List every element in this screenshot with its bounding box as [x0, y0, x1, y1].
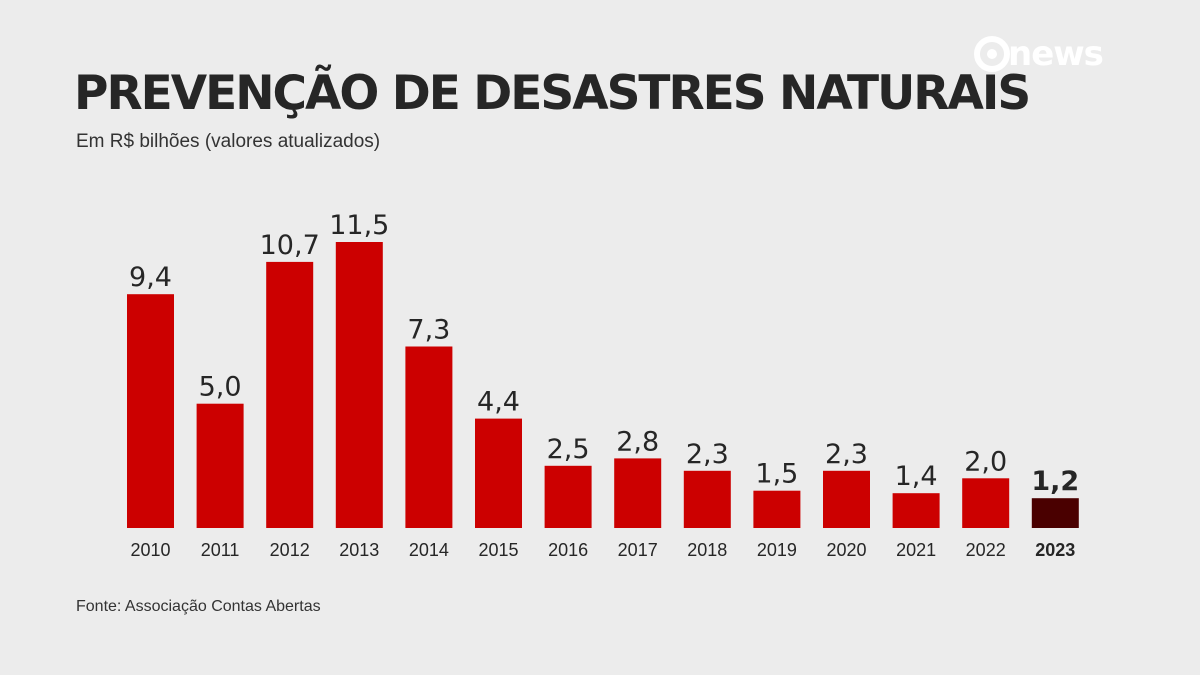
value-label-2011: 5,0	[199, 372, 242, 403]
value-label-2020: 2,3	[825, 439, 868, 470]
x-tick-2022: 2022	[966, 540, 1006, 560]
bar-2014	[405, 346, 453, 528]
value-label-2018: 2,3	[686, 439, 729, 470]
chart-subtitle: Em R$ bilhões (valores atualizados)	[76, 131, 381, 152]
bar-2022	[962, 478, 1010, 528]
x-tick-2020: 2020	[826, 540, 866, 560]
x-tick-2017: 2017	[618, 540, 658, 560]
value-label-2021: 1,4	[895, 461, 938, 492]
value-label-2015: 4,4	[477, 387, 520, 418]
x-tick-2015: 2015	[478, 540, 518, 560]
x-tick-2019: 2019	[757, 540, 797, 560]
logo-text: news	[1008, 34, 1104, 74]
x-tick-2013: 2013	[339, 540, 379, 560]
bar-2023	[1031, 498, 1079, 528]
bar-2011	[196, 403, 244, 528]
bar-2021	[892, 493, 940, 528]
value-label-2012: 10,7	[260, 230, 320, 261]
x-tick-2021: 2021	[896, 540, 936, 560]
bar-2020	[823, 470, 870, 528]
chart-title: PREVENÇÃO DE DESASTRES NATURAIS	[74, 66, 1031, 121]
value-label-2017: 2,8	[616, 426, 659, 457]
globonews-logo: news	[974, 34, 1124, 74]
value-label-2013: 11,5	[329, 210, 389, 241]
bar-2010	[127, 294, 174, 528]
bar-2017	[614, 458, 662, 528]
value-label-2019: 1,5	[755, 459, 798, 490]
value-label-2023: 1,2	[1031, 466, 1079, 497]
x-tick-2011: 2011	[201, 540, 240, 560]
x-tick-2012: 2012	[270, 540, 310, 560]
bar-2013	[335, 242, 383, 528]
bar-2019	[753, 490, 801, 528]
x-tick-2010: 2010	[130, 540, 170, 560]
x-tick-2023: 2023	[1035, 540, 1075, 560]
bar-chart: 9,4 2010 5,0 2011 10,7 2012 11,5 2013 7,3 2014 4,4…	[127, 210, 1079, 560]
value-label-2014: 7,3	[407, 315, 450, 346]
bar-2016	[544, 465, 592, 528]
x-tick-2018: 2018	[687, 540, 727, 560]
bar-2018	[683, 470, 731, 528]
globo-circle-icon	[974, 36, 1010, 72]
x-tick-2016: 2016	[548, 540, 588, 560]
bar-2012	[266, 261, 314, 528]
value-label-2016: 2,5	[547, 434, 590, 465]
chart-source: Fonte: Associação Contas Abertas	[76, 598, 321, 615]
value-label-2022: 2,0	[964, 446, 1007, 477]
x-tick-2014: 2014	[409, 540, 449, 560]
bar-2015	[475, 418, 522, 528]
value-label-2010: 9,4	[129, 262, 172, 293]
